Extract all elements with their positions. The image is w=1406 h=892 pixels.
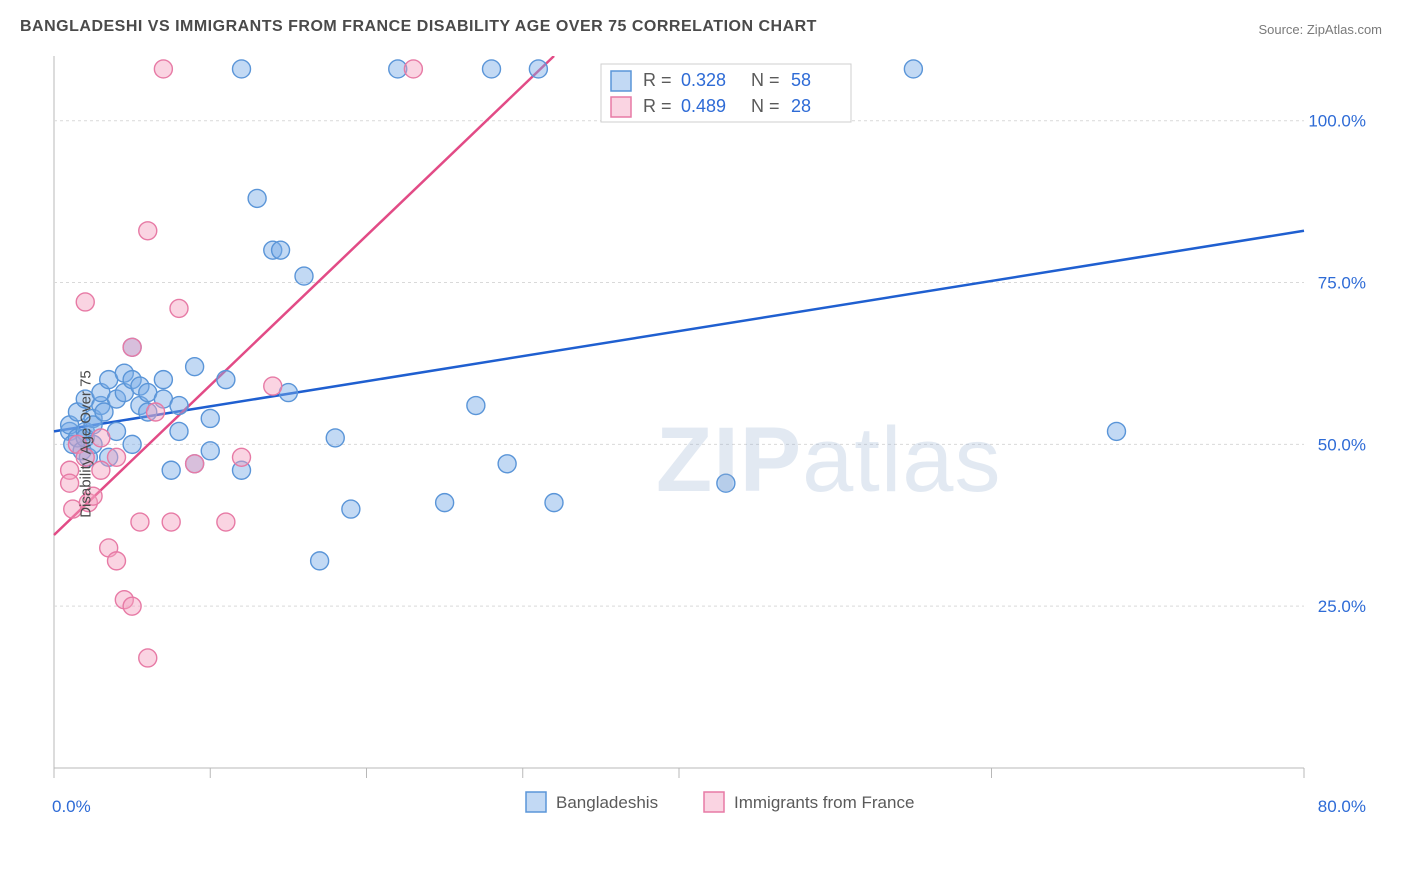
data-point bbox=[436, 494, 454, 512]
legend-swatch bbox=[704, 792, 724, 812]
data-point bbox=[139, 649, 157, 667]
r-value: 0.328 bbox=[681, 70, 726, 90]
legend-label: Bangladeshis bbox=[556, 793, 658, 812]
data-point bbox=[483, 60, 501, 78]
data-point bbox=[545, 494, 563, 512]
x-tick-label: 80.0% bbox=[1318, 797, 1366, 816]
data-point bbox=[154, 371, 172, 389]
data-point bbox=[108, 448, 126, 466]
data-point bbox=[154, 60, 172, 78]
y-tick-label: 100.0% bbox=[1308, 112, 1366, 131]
x-tick-label: 0.0% bbox=[52, 797, 91, 816]
chart-title: BANGLADESHI VS IMMIGRANTS FROM FRANCE DI… bbox=[20, 18, 817, 36]
data-point bbox=[233, 448, 251, 466]
data-point bbox=[201, 409, 219, 427]
data-point bbox=[264, 377, 282, 395]
r-label: R = bbox=[643, 70, 672, 90]
data-point bbox=[498, 455, 516, 473]
data-point bbox=[295, 267, 313, 285]
n-value: 28 bbox=[791, 96, 811, 116]
data-point bbox=[186, 455, 204, 473]
data-point bbox=[529, 60, 547, 78]
data-point bbox=[162, 461, 180, 479]
data-point bbox=[131, 513, 149, 531]
data-point bbox=[904, 60, 922, 78]
data-point bbox=[233, 60, 251, 78]
data-point bbox=[217, 513, 235, 531]
n-value: 58 bbox=[791, 70, 811, 90]
y-axis-title: Disability Age Over 75 bbox=[77, 370, 94, 518]
data-point bbox=[272, 241, 290, 259]
data-point bbox=[162, 513, 180, 531]
data-point bbox=[139, 222, 157, 240]
r-value: 0.489 bbox=[681, 96, 726, 116]
data-point bbox=[717, 474, 735, 492]
data-point bbox=[404, 60, 422, 78]
data-point bbox=[108, 552, 126, 570]
stats-swatch bbox=[611, 71, 631, 91]
data-point bbox=[467, 397, 485, 415]
data-point bbox=[123, 435, 141, 453]
r-label: R = bbox=[643, 96, 672, 116]
y-tick-label: 50.0% bbox=[1318, 435, 1366, 454]
trend-line bbox=[54, 231, 1304, 432]
y-tick-label: 75.0% bbox=[1318, 274, 1366, 293]
data-point bbox=[201, 442, 219, 460]
data-point bbox=[326, 429, 344, 447]
y-tick-label: 25.0% bbox=[1318, 597, 1366, 616]
source-attribution: Source: ZipAtlas.com bbox=[1258, 22, 1382, 37]
data-point bbox=[170, 397, 188, 415]
data-point bbox=[147, 403, 165, 421]
plot-container: Disability Age Over 75 25.0% 50.0% 75.0% 10… bbox=[46, 56, 1376, 832]
data-point bbox=[311, 552, 329, 570]
data-point bbox=[248, 189, 266, 207]
n-label: N = bbox=[751, 96, 780, 116]
data-point bbox=[123, 338, 141, 356]
stats-swatch bbox=[611, 97, 631, 117]
legend-label: Immigrants from France bbox=[734, 793, 914, 812]
n-label: N = bbox=[751, 70, 780, 90]
data-point bbox=[61, 474, 79, 492]
data-point bbox=[186, 358, 204, 376]
data-point bbox=[1108, 422, 1126, 440]
data-point bbox=[342, 500, 360, 518]
legend-swatch bbox=[526, 792, 546, 812]
data-point bbox=[76, 293, 94, 311]
data-point bbox=[123, 597, 141, 615]
data-point bbox=[92, 461, 110, 479]
data-point bbox=[170, 299, 188, 317]
data-point bbox=[92, 429, 110, 447]
data-point bbox=[217, 371, 235, 389]
data-point bbox=[170, 422, 188, 440]
scatter-chart: 25.0% 50.0% 75.0% 100.0% 0.0% 80.0% R = 0.328 N … bbox=[46, 56, 1376, 832]
trend-line bbox=[54, 56, 554, 535]
